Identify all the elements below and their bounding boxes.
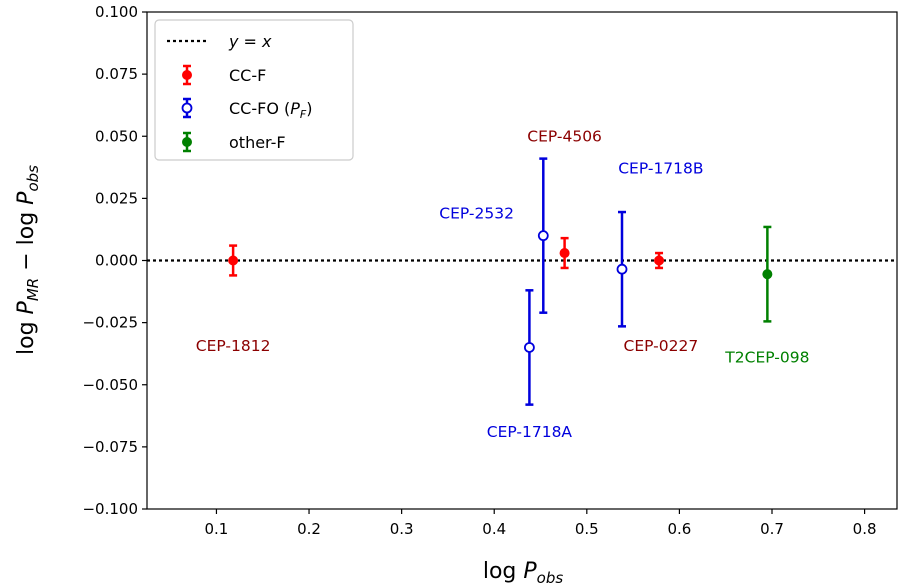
x-axis-title: log Pobs — [483, 559, 564, 586]
x-tick-label: 0.4 — [482, 520, 506, 538]
data-point-cep-1718a — [525, 290, 534, 404]
legend-label-1: CC-F — [229, 66, 266, 85]
x-tick-label: 0.6 — [667, 520, 691, 538]
legend-marker — [183, 138, 192, 147]
x-tick-label: 0.2 — [297, 520, 321, 538]
label-cep-0227: CEP-0227 — [624, 337, 699, 355]
y-tick-label: 0.025 — [95, 189, 138, 207]
y-tick-label: 0.075 — [95, 65, 138, 83]
legend-marker — [183, 104, 192, 113]
x-tick-label: 0.5 — [575, 520, 599, 538]
legend-label-reference: y = x — [228, 32, 272, 51]
data-point-cep-2532 — [539, 159, 548, 313]
data-point-cep-1812 — [229, 246, 238, 276]
x-tick-label: 0.3 — [390, 520, 414, 538]
data-point-cep-1718b — [618, 212, 627, 326]
marker — [655, 256, 664, 265]
y-tick-label: −0.050 — [82, 376, 138, 394]
marker — [763, 270, 772, 279]
y-tick-label: 0.100 — [95, 3, 138, 21]
data-point-cep-4506 — [560, 238, 569, 268]
marker — [229, 256, 238, 265]
legend-label-3: other-F — [229, 133, 286, 152]
data-point-t2cep-098 — [763, 227, 772, 321]
label-cep-1718a: CEP-1718A — [487, 423, 573, 441]
x-tick-label: 0.8 — [853, 520, 877, 538]
label-cep-4506: CEP-4506 — [527, 127, 602, 145]
x-tick-label: 0.7 — [760, 520, 784, 538]
legend: y = xCC-FCC-FO (PF)other-F — [155, 20, 353, 160]
marker — [525, 343, 534, 352]
label-cep-1718b: CEP-1718B — [618, 160, 703, 178]
label-t2cep-098: T2CEP-098 — [724, 348, 809, 366]
y-tick-label: −0.075 — [82, 438, 138, 456]
marker — [618, 265, 627, 274]
label-cep-1812: CEP-1812 — [196, 337, 271, 355]
label-cep-2532: CEP-2532 — [439, 204, 514, 222]
y-axis-title: log PMR − log Pobs — [14, 165, 42, 355]
plot-area: CEP-1812 CEP-4506 CEP-0227 CEP-1718B CEP-253… — [147, 127, 897, 441]
data-point-cep-0227 — [655, 253, 664, 268]
y-tick-label: 0.000 — [95, 252, 138, 270]
marker — [539, 231, 548, 240]
y-tick-label: 0.050 — [95, 127, 138, 145]
x-tick-label: 0.1 — [205, 520, 229, 538]
legend-marker — [183, 71, 192, 80]
marker — [560, 249, 569, 258]
y-tick-label: −0.025 — [82, 314, 138, 332]
y-tick-label: −0.100 — [82, 500, 138, 518]
